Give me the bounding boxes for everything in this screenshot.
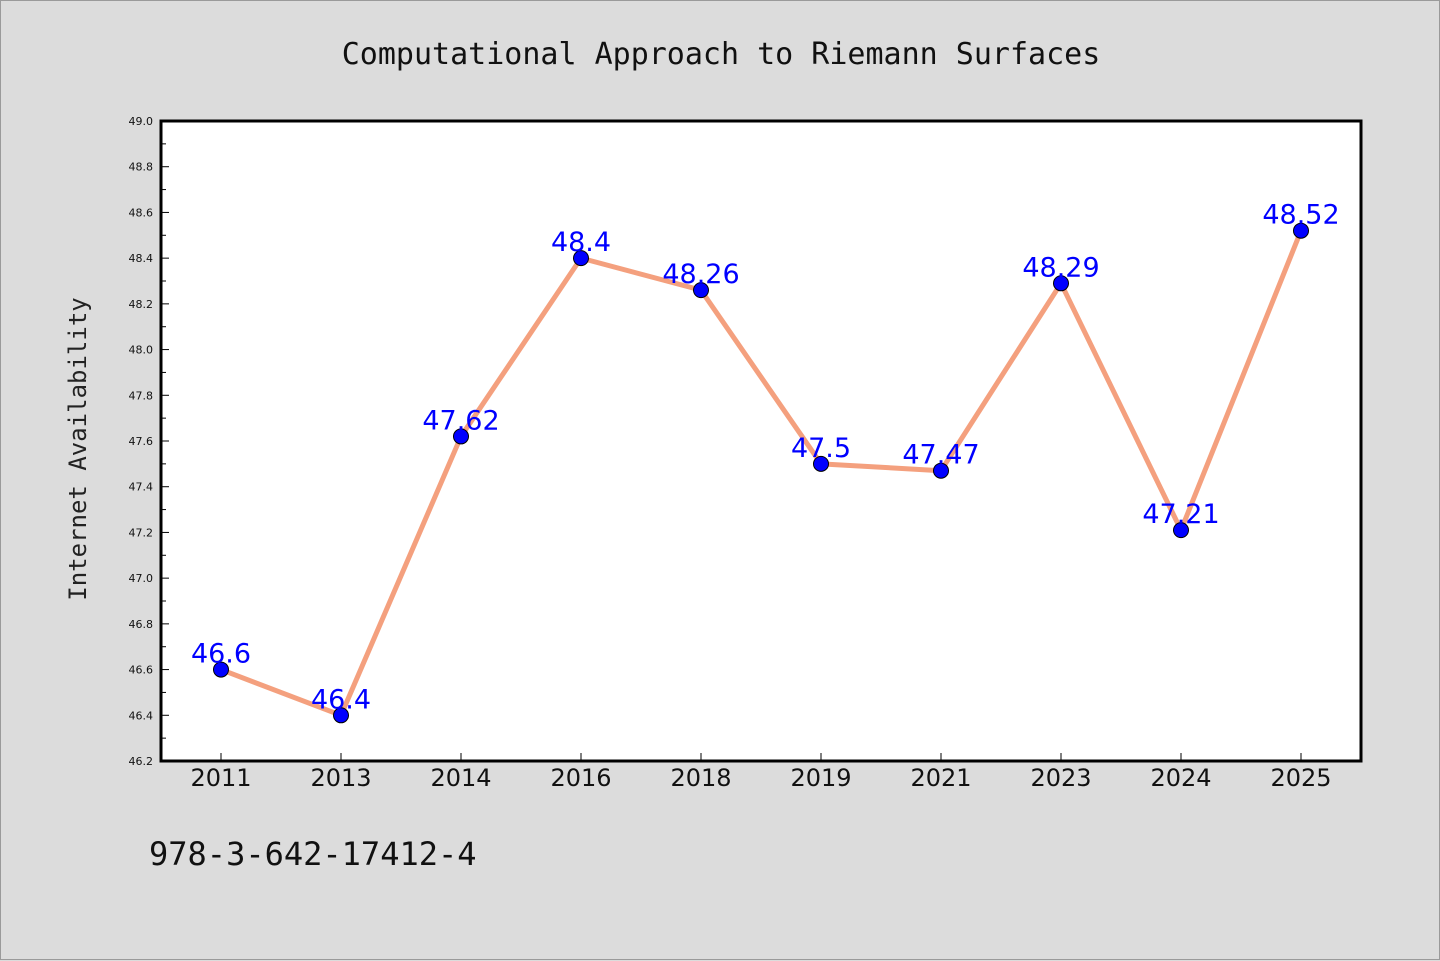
x-tick-label: 2025 <box>1270 764 1331 792</box>
data-label: 48.52 <box>1262 200 1339 231</box>
data-point <box>693 282 709 299</box>
series-line <box>218 228 1304 718</box>
y-tick-label: 47.0 <box>129 572 154 585</box>
data-label: 47.62 <box>422 405 499 436</box>
data-point <box>453 428 469 445</box>
isbn-footer: 978-3-642-17412-4 <box>149 835 477 873</box>
data-label: 48.4 <box>551 227 611 258</box>
plot-area <box>161 121 1361 761</box>
data-label: 48.26 <box>662 259 739 290</box>
x-tick-label: 2011 <box>190 764 251 792</box>
plot-frame <box>159 119 1363 763</box>
data-point <box>813 455 829 472</box>
data-point <box>1173 522 1189 539</box>
y-tick-label: 48.8 <box>129 161 154 174</box>
y-tick-label: 46.8 <box>129 618 154 631</box>
chart-title: Computational Approach to Riemann Surfac… <box>342 37 1101 72</box>
data-label: 47.5 <box>791 433 851 464</box>
series-line-group: 46.6 46.4 47.62 48.4 48.26 47.5 47.47 48.29 47.2… <box>191 200 1340 724</box>
x-tick-label: 2013 <box>310 764 371 792</box>
data-label: 48.29 <box>1022 252 1099 283</box>
y-axis: 46.2 46.4 46.6 46.8 47.0 47.2 47.4 47.6 47.8 48.0… <box>129 115 169 768</box>
data-label: 47.21 <box>1142 499 1219 530</box>
y-tick-label: 48.6 <box>129 206 154 219</box>
x-tick-label: 2021 <box>910 764 971 792</box>
data-point <box>573 250 589 267</box>
data-label: 46.6 <box>191 639 251 670</box>
x-tick-label: 2023 <box>1030 764 1091 792</box>
data-point <box>213 661 229 678</box>
y-tick-label: 46.6 <box>129 664 154 677</box>
y-tick-label: 46.4 <box>129 709 154 722</box>
x-tick-label: 2024 <box>1150 764 1211 792</box>
y-tick-label: 48.2 <box>129 298 154 311</box>
y-tick-label: 49.0 <box>129 115 154 128</box>
data-point <box>333 707 349 724</box>
x-axis: 2011 2013 2014 2016 2018 2019 2021 2023 2024 2025 <box>190 753 1332 792</box>
y-tick-label: 47.4 <box>129 481 154 494</box>
data-point <box>1053 275 1069 292</box>
y-tick-label: 48.0 <box>129 344 154 357</box>
y-tick-label: 47.8 <box>129 389 154 402</box>
data-point <box>933 462 949 479</box>
y-axis-label: Internet Availability <box>64 297 92 600</box>
y-tick-label: 47.2 <box>129 526 154 539</box>
data-label: 47.47 <box>902 440 979 471</box>
data-label: 46.4 <box>311 684 371 715</box>
y-tick-label: 46.2 <box>129 755 154 768</box>
y-tick-label: 47.6 <box>129 435 154 448</box>
data-point <box>1293 222 1309 239</box>
y-tick-label: 48.4 <box>129 252 154 265</box>
x-tick-label: 2019 <box>790 764 851 792</box>
x-tick-label: 2016 <box>550 764 611 792</box>
x-tick-label: 2018 <box>670 764 731 792</box>
x-tick-label: 2014 <box>430 764 491 792</box>
